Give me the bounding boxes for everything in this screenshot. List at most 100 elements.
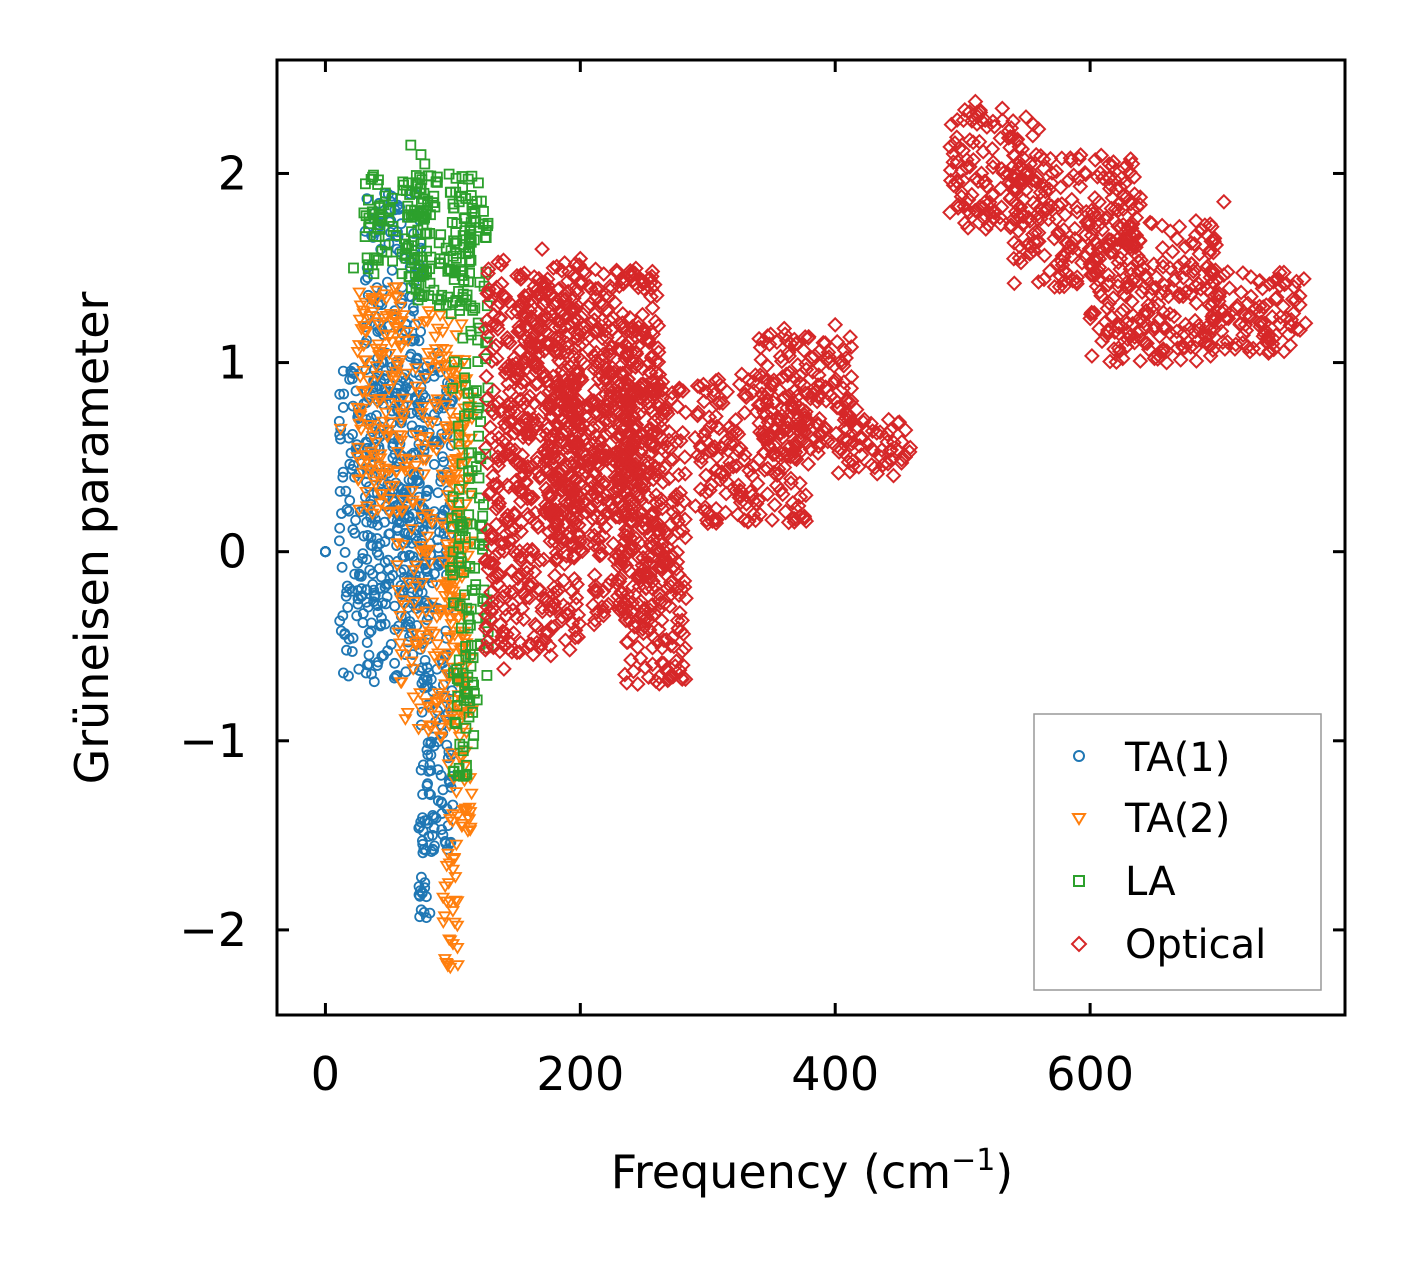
data-point-ta1: [346, 585, 358, 597]
data-point-optical: [725, 458, 742, 475]
data-point-optical: [495, 660, 512, 677]
data-point-optical: [543, 619, 560, 636]
data-point-optical: [557, 632, 574, 649]
data-point-optical: [512, 270, 529, 287]
data-point-optical: [591, 539, 608, 556]
data-point-ta1: [350, 514, 362, 526]
data-point-la: [457, 521, 469, 533]
data-point-la: [449, 237, 461, 249]
data-point-optical: [1033, 202, 1050, 218]
data-point-la: [370, 230, 382, 242]
data-point-optical: [519, 458, 536, 475]
data-point-optical: [1151, 328, 1168, 345]
data-point-optical: [540, 487, 557, 504]
data-point-ta2: [432, 722, 448, 735]
data-point-optical: [644, 639, 661, 656]
data-point-la: [463, 465, 474, 477]
data-point-optical: [984, 186, 1001, 203]
x-tick-label: 400: [791, 1047, 879, 1101]
data-point-optical: [512, 578, 529, 595]
data-point-optical: [836, 342, 853, 359]
data-point-optical: [1115, 201, 1132, 218]
data-point-ta2: [365, 508, 380, 521]
data-point-optical: [485, 382, 502, 399]
data-point-ta2: [424, 517, 440, 530]
data-point-ta2: [446, 642, 461, 655]
data-point-ta2: [415, 577, 430, 590]
data-point-optical: [955, 142, 972, 159]
data-point-ta1: [334, 429, 346, 441]
data-point-ta2: [359, 450, 374, 462]
data-point-optical: [1146, 350, 1163, 367]
data-point-ta1: [440, 838, 452, 849]
data-point-optical: [654, 559, 671, 576]
data-point-optical: [603, 339, 620, 356]
data-point-la: [419, 158, 431, 170]
data-point-ta2: [431, 688, 446, 700]
data-point-optical: [518, 424, 534, 441]
data-point-la: [367, 171, 379, 183]
data-point-optical: [1275, 298, 1292, 315]
data-point-optical: [732, 440, 749, 457]
data-point-ta1: [425, 765, 437, 776]
data-point-ta1: [339, 547, 351, 558]
data-point-optical: [570, 629, 587, 645]
data-point-la: [359, 231, 371, 243]
data-point-ta2: [414, 408, 429, 420]
data-point-optical: [651, 366, 668, 383]
data-point-optical: [1123, 293, 1140, 310]
data-point-optical: [482, 485, 499, 502]
legend-label-ta1: TA(1): [1124, 735, 1230, 781]
data-point-la: [421, 227, 433, 239]
data-point-ta2: [439, 860, 454, 873]
data-point-optical: [591, 418, 607, 434]
data-point-optical: [517, 416, 534, 433]
data-point-la: [468, 679, 480, 691]
data-point-ta2: [452, 432, 467, 444]
data-point-optical: [570, 327, 587, 344]
data-point-la: [459, 685, 471, 697]
data-point-optical: [1118, 279, 1135, 296]
data-point-la: [481, 670, 493, 681]
data-point-optical: [1208, 237, 1225, 253]
data-point-optical: [624, 465, 641, 482]
data-point-ta1: [353, 593, 365, 605]
data-point-optical: [516, 395, 532, 412]
data-point-ta1: [356, 553, 368, 564]
data-point-la: [415, 149, 427, 161]
data-point-optical: [1110, 218, 1127, 235]
data-point-optical: [815, 423, 832, 440]
data-point-ta2: [434, 517, 450, 530]
data-point-ta2: [364, 464, 379, 477]
y-tick-label: −1: [179, 714, 247, 768]
data-point-optical: [961, 204, 978, 221]
data-point-ta1: [351, 610, 363, 622]
data-point-la: [428, 190, 440, 202]
data-point-optical: [853, 447, 870, 463]
data-point-ta1: [421, 486, 433, 497]
data-point-la: [472, 356, 484, 368]
data-point-optical: [641, 394, 657, 411]
data-point-optical: [1235, 327, 1252, 344]
data-point-optical: [1150, 347, 1166, 363]
data-point-optical: [603, 572, 620, 589]
data-point-optical: [1138, 306, 1155, 322]
data-point-la: [373, 202, 385, 213]
data-point-optical: [645, 471, 662, 488]
data-point-optical: [1010, 223, 1027, 239]
data-point-optical: [651, 450, 667, 467]
data-point-optical: [796, 377, 813, 394]
data-point-optical: [1271, 277, 1288, 294]
data-point-optical: [1048, 210, 1065, 227]
data-point-optical: [1240, 295, 1256, 312]
data-point-ta2: [454, 319, 469, 332]
legend-item-optical: Optical: [1070, 922, 1266, 968]
data-point-optical: [1175, 339, 1192, 356]
data-point-la: [477, 218, 489, 230]
data-point-optical: [1098, 209, 1115, 226]
data-point-la: [404, 189, 416, 200]
data-point-ta2: [445, 906, 461, 918]
data-point-optical: [614, 356, 630, 373]
data-point-optical: [1086, 189, 1103, 206]
data-point-optical: [538, 591, 555, 608]
